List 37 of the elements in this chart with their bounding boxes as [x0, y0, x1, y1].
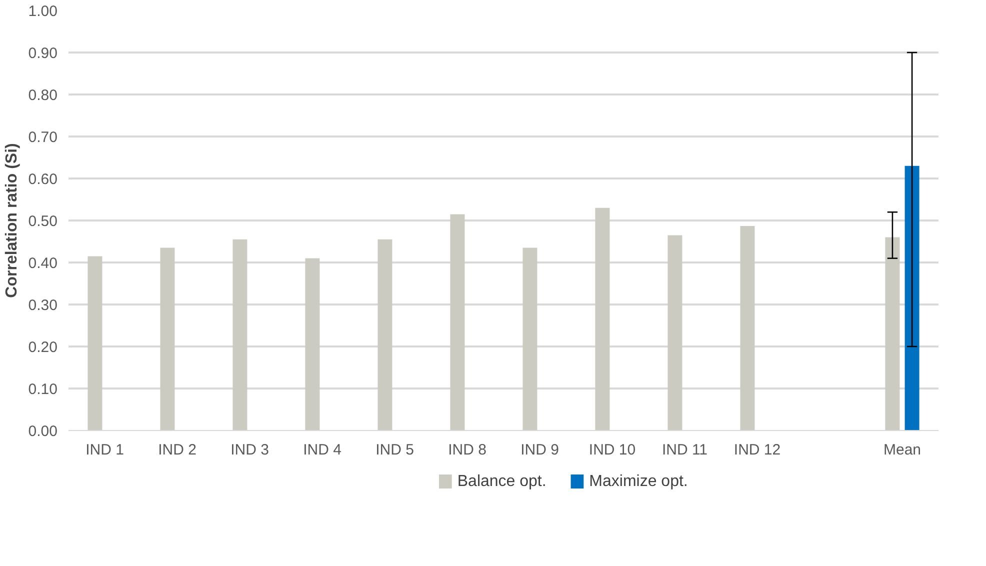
x-tick-label: IND 11 — [662, 442, 708, 458]
bar — [595, 208, 610, 430]
bar — [305, 258, 320, 430]
y-tick-label: 0.70 — [28, 129, 58, 146]
y-tick-label: 0.10 — [28, 381, 58, 398]
bar — [668, 235, 682, 430]
x-tick-label: IND 5 — [376, 442, 414, 458]
y-tick-label: 0.00 — [28, 423, 58, 440]
y-tick-label: 1.00 — [28, 3, 58, 20]
bar — [885, 237, 900, 430]
x-tick-label: IND 12 — [734, 442, 781, 458]
y-tick-label: 0.90 — [28, 45, 58, 62]
x-tick-label: IND 4 — [303, 442, 342, 458]
y-tick-label: 0.20 — [28, 339, 58, 356]
x-tick-label: IND 3 — [230, 442, 269, 458]
y-tick-label: 0.50 — [28, 213, 58, 230]
y-tick-label: 0.60 — [28, 171, 58, 188]
bar — [740, 226, 755, 430]
x-tick-label: IND 9 — [520, 442, 559, 458]
x-tick-label: Mean — [883, 442, 922, 458]
x-tick-label: IND 8 — [448, 442, 486, 458]
y-tick-label: 0.30 — [28, 297, 58, 314]
x-tick-label: IND 2 — [158, 442, 196, 458]
y-tick-label: 0.80 — [28, 87, 58, 104]
x-tick-label: IND 1 — [86, 442, 124, 458]
legend-label: Maximize opt. — [589, 473, 688, 490]
y-axis-title: Correlation ratio (Si) — [3, 143, 20, 298]
bar — [88, 256, 102, 430]
bar — [160, 248, 175, 430]
bar — [904, 166, 920, 430]
bar — [522, 248, 538, 430]
bar — [450, 214, 465, 430]
x-tick-label: IND 10 — [588, 442, 636, 458]
y-tick-label: 0.40 — [28, 255, 58, 272]
legend-label: Balance opt. — [457, 473, 546, 490]
bar — [232, 239, 248, 430]
bar — [378, 239, 392, 430]
